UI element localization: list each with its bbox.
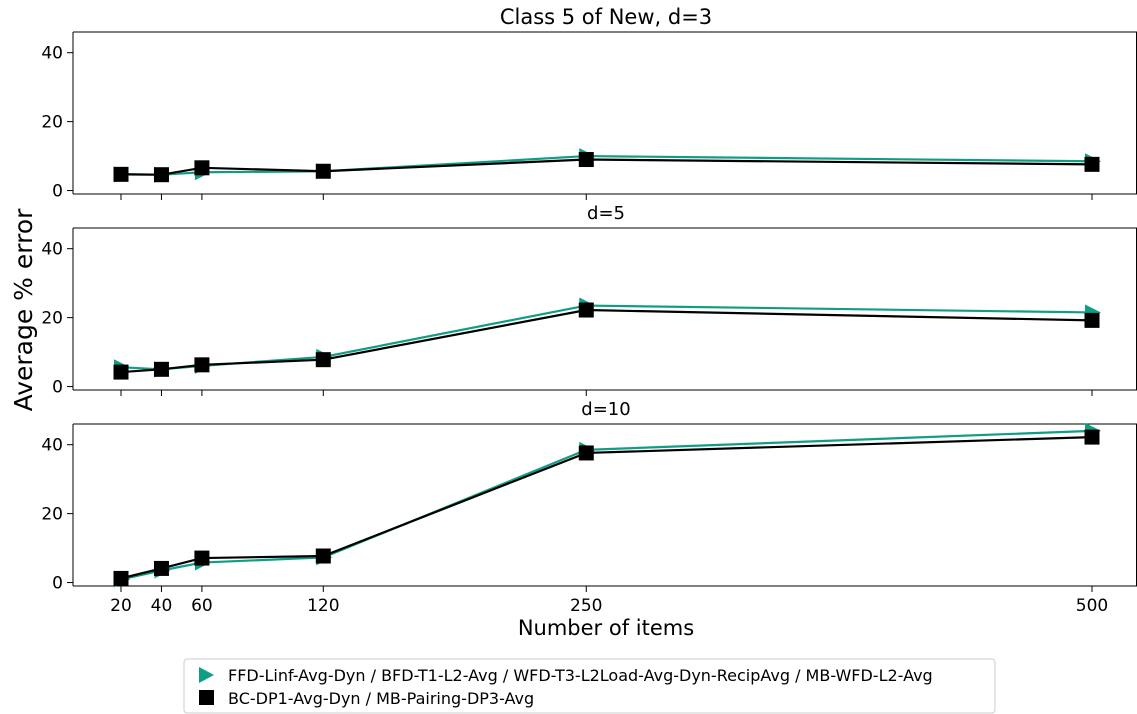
x-tick-label: 120 [307,596,339,616]
panel-title: Class 5 of New, d=3 [500,5,712,29]
y-tick-label: 0 [52,574,63,594]
panel-1: Class 5 of New, d=3 0 20 40 [41,5,1137,202]
data-point-square [153,560,169,576]
data-point-square [194,550,210,566]
series-line-2 [120,308,1093,374]
panel-2: d=5 0 20 40 [41,203,1137,398]
panel-title: d=5 [587,203,625,224]
data-point-square [578,302,594,318]
panel-title: d=10 [581,399,630,420]
x-tick-label: 40 [151,596,173,616]
x-axis-label: Number of items [518,616,694,640]
data-point-square [153,167,169,183]
y-tick-label: 40 [41,240,63,260]
x-tick-label: 250 [570,596,602,616]
data-point-square [1084,312,1100,328]
data-point-square [315,352,331,368]
data-point-square [113,570,129,586]
legend-frame [183,658,996,714]
y-tick-label: 20 [41,505,63,525]
data-point-square [1084,429,1100,445]
y-tick-label: 0 [52,182,63,202]
data-point-square [578,152,594,168]
data-point-square [315,163,331,179]
legend-marker-triangle [199,667,214,683]
data-point-square [113,364,129,380]
panel-3: d=10 0 20 40 20 40 60 120 250 500 [41,399,1137,616]
data-point-square [194,160,210,176]
legend: FFD-Linf-Avg-Dyn / BFD-T1-L2-Avg / WFD-T… [183,658,996,714]
y-tick-label: 0 [52,378,63,398]
series-line-2 [120,435,1093,580]
data-point-square [153,361,169,377]
data-point-square [315,548,331,564]
x-tick-label: 20 [110,596,132,616]
y-tick-label: 20 [41,309,63,329]
y-tick-label: 40 [41,436,63,456]
legend-entry-1: FFD-Linf-Avg-Dyn / BFD-T1-L2-Avg / WFD-T… [228,666,933,685]
series-line-1 [120,304,1093,371]
data-point-square [1084,156,1100,172]
data-point-square [578,445,594,461]
data-point-square [113,166,129,182]
y-axis-label: Average % error [9,208,38,412]
y-tick-label: 20 [41,113,63,133]
data-point-square [194,357,210,373]
legend-marker-square [199,690,214,705]
legend-entry-2: BC-DP1-Avg-Dyn / MB-Pairing-DP3-Avg [228,689,534,708]
x-tick-label: 60 [191,596,213,616]
x-tick-label: 500 [1076,596,1108,616]
chart-panels: Class 5 of New, d=3 0 20 40 d=5 0 20 40 d=10 0 20 4… [41,5,1137,616]
y-tick-label: 40 [41,44,63,64]
